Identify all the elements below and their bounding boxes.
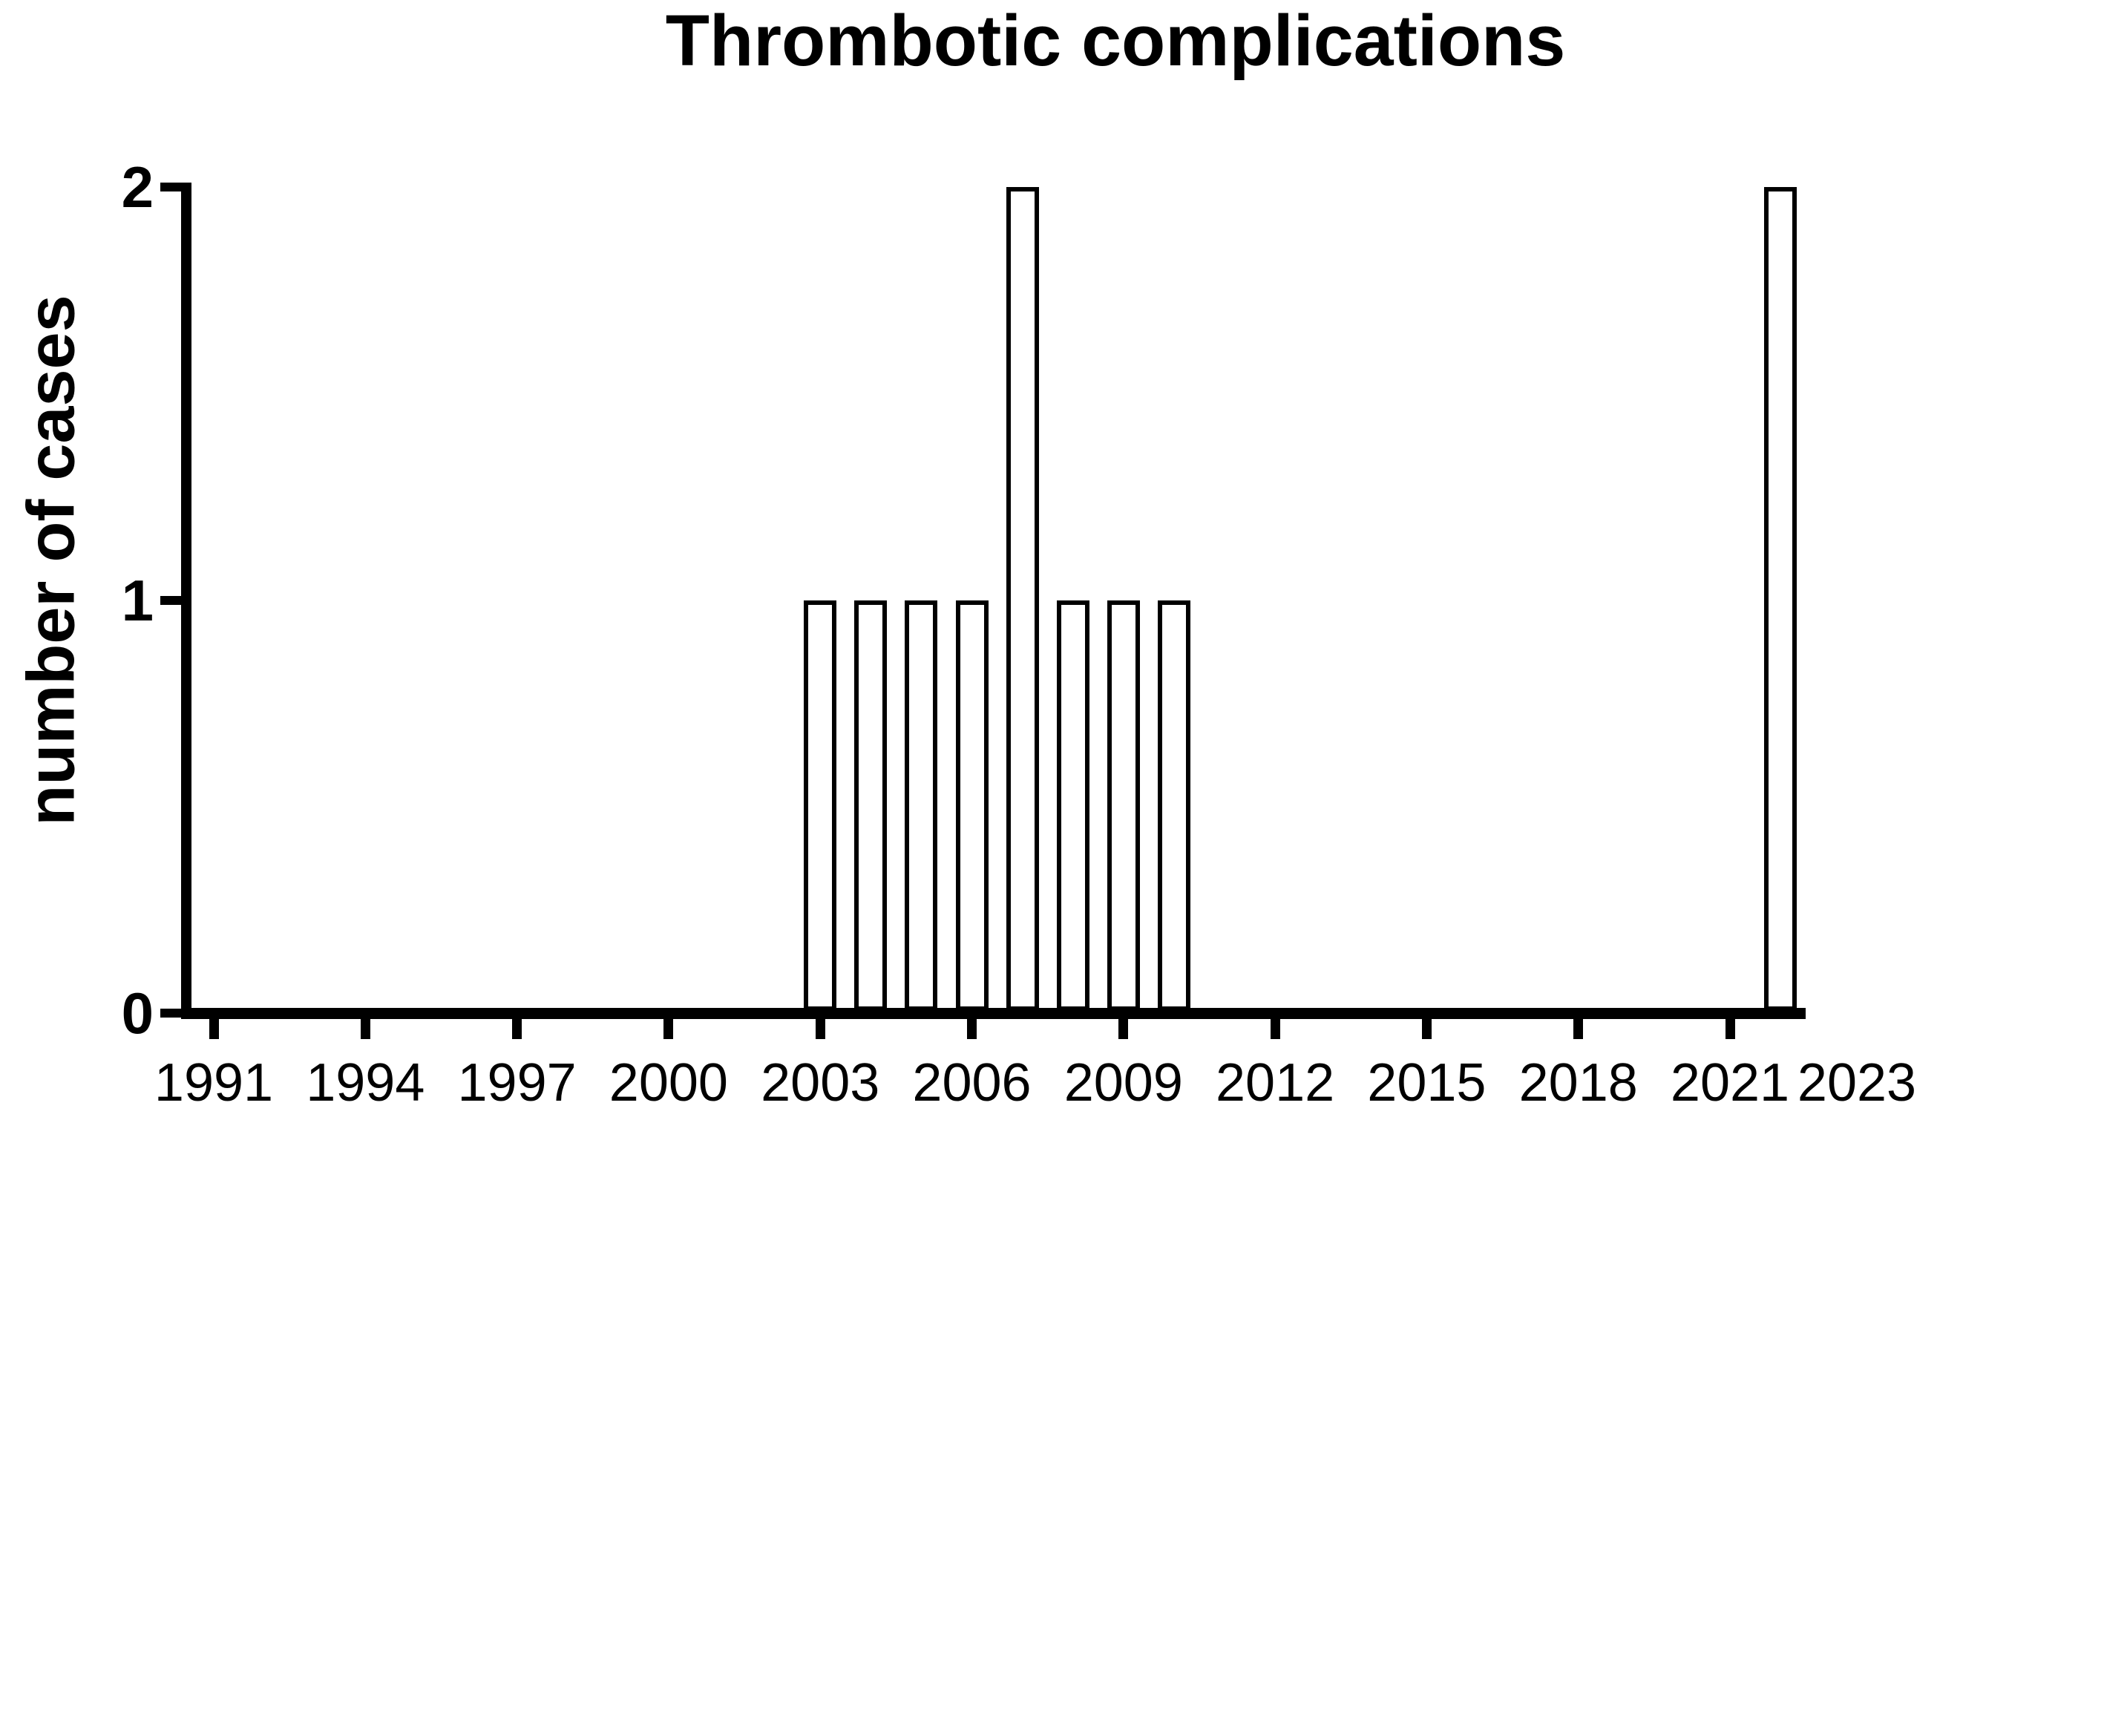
- bar-2005: [905, 600, 938, 1011]
- bar-chart: Thrombotic complications number of cases…: [14, 0, 1917, 1113]
- y-tick-2: [160, 183, 181, 191]
- x-tick-1997: [512, 1019, 522, 1039]
- x-tick-2012: [1270, 1019, 1280, 1039]
- x-tick-label-2003: 2003: [761, 1053, 880, 1113]
- bar-2003: [804, 600, 837, 1011]
- x-tick-label-2000: 2000: [609, 1053, 728, 1113]
- x-tick-2000: [663, 1019, 674, 1039]
- x-tick-2018: [1573, 1019, 1584, 1039]
- bar-2007: [1006, 187, 1039, 1011]
- y-tick-label-2: 2: [121, 154, 154, 220]
- x-tick-label-1997: 1997: [457, 1053, 577, 1113]
- x-tick-2009: [1118, 1019, 1129, 1039]
- x-tick-2003: [815, 1019, 825, 1039]
- x-tick-1994: [360, 1019, 370, 1039]
- y-tick-1: [160, 595, 181, 605]
- x-axis-line: [181, 1008, 1806, 1019]
- antivenom-timelines: Bothrofav #1 Bothrofav #2 june 1991 jan …: [0, 1440, 2127, 1736]
- x-tick-1991: [209, 1019, 219, 1039]
- y-axis-title: number of cases: [14, 295, 89, 826]
- x-tick-label-2006: 2006: [912, 1053, 1032, 1113]
- x-tick-label-2009: 2009: [1064, 1053, 1183, 1113]
- bar-2008: [1056, 600, 1089, 1011]
- chart-title: Thrombotic complications: [665, 0, 1566, 81]
- x-tick-label-2021: 2021: [1670, 1053, 1790, 1113]
- x-tick-2006: [967, 1019, 977, 1039]
- x-tick-label-1994: 1994: [306, 1053, 425, 1113]
- x-tick-2015: [1421, 1019, 1432, 1039]
- bar-2006: [955, 600, 989, 1011]
- y-tick-label-0: 0: [121, 980, 154, 1046]
- x-tick-label-2018: 2018: [1518, 1053, 1638, 1113]
- x-tick-label-2015: 2015: [1367, 1053, 1487, 1113]
- x-tick-label-1991: 1991: [154, 1053, 274, 1113]
- y-axis-line: [181, 183, 191, 1019]
- bar-2009: [1107, 600, 1140, 1011]
- y-tick-0: [160, 1009, 181, 1018]
- bar-2022: [1764, 187, 1797, 1011]
- x-axis-end-label: 2023: [1797, 1053, 1917, 1113]
- bar-2004: [854, 600, 888, 1011]
- x-tick-label-2012: 2012: [1216, 1053, 1335, 1113]
- bar-2010: [1157, 600, 1190, 1011]
- x-tick-2021: [1725, 1019, 1735, 1039]
- y-tick-label-1: 1: [121, 567, 154, 633]
- period-of-study-timeline: Period of the study jan 2000 mar 2023: [0, 1143, 2127, 1440]
